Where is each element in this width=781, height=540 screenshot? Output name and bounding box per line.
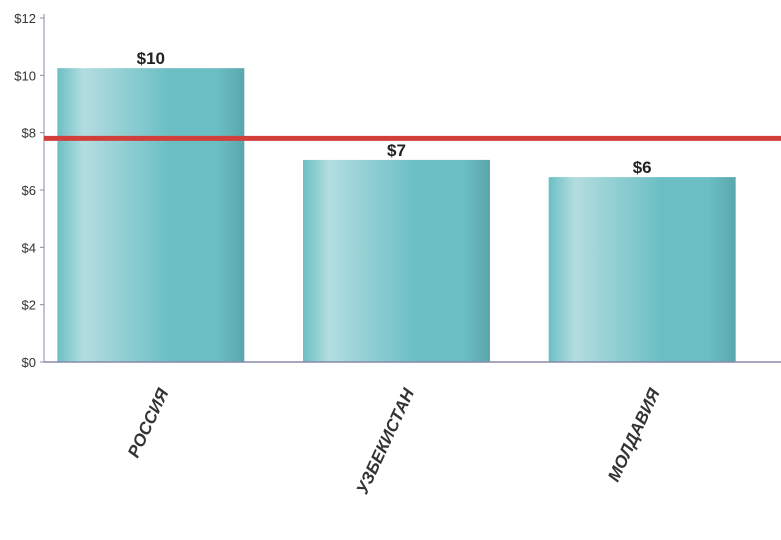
y-tick-label: $8 (22, 126, 36, 141)
bar (303, 159, 490, 362)
bars: $10 $7 $6 (57, 49, 736, 363)
bar-data-label: $10 (137, 49, 165, 68)
y-tick-label: $2 (22, 298, 36, 313)
y-axis: $0 $2 $4 $6 $8 $10 $12 (14, 11, 45, 370)
bar (548, 177, 736, 362)
bar-data-label: $7 (387, 141, 406, 160)
y-tick-label: $10 (14, 68, 36, 83)
bar-data-label: $6 (633, 158, 652, 177)
y-tick-label: $12 (14, 11, 36, 26)
x-category-label: УЗБЕКИСТАН (353, 385, 419, 497)
x-category-label: МОЛДАВИЯ (604, 385, 664, 484)
x-axis: РОССИЯ УЗБЕКИСТАН МОЛДАВИЯ (44, 361, 781, 497)
y-tick-label: $6 (22, 183, 36, 198)
y-tick-label: $0 (22, 355, 36, 370)
x-category-label: РОССИЯ (124, 385, 173, 460)
bar (57, 68, 245, 363)
y-tick-label: $4 (22, 240, 36, 255)
